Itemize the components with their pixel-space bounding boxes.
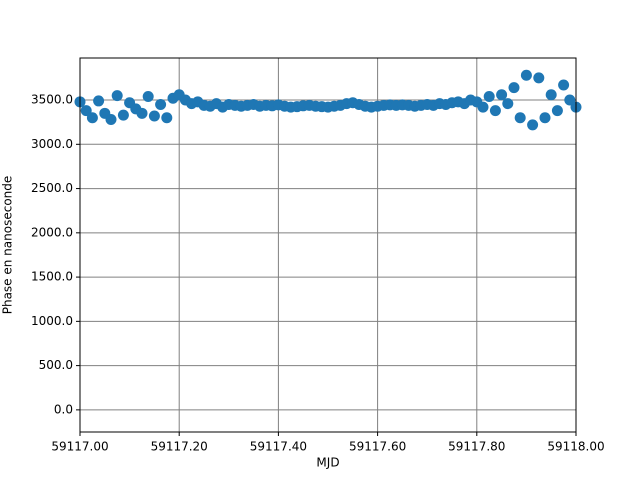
y-tick-label: 2000.0 — [31, 225, 73, 239]
point — [564, 94, 576, 106]
point — [93, 95, 105, 107]
y-axis-label: Phase en nanoseconde — [1, 176, 15, 315]
point — [136, 107, 148, 119]
point — [142, 91, 154, 103]
point — [489, 105, 501, 117]
y-tick-label: 3500.0 — [31, 93, 73, 107]
y-tick-label: 3000.0 — [31, 137, 73, 151]
y-tick-label: 2500.0 — [31, 181, 73, 195]
point — [508, 82, 520, 94]
x-tick-label: 59117.60 — [349, 440, 406, 454]
point — [80, 105, 92, 117]
y-tick-label: 0.0 — [54, 402, 73, 416]
point — [558, 79, 570, 91]
point — [520, 69, 532, 81]
x-tick-label: 59117.40 — [250, 440, 307, 454]
point — [111, 90, 123, 102]
y-tick-label: 1500.0 — [31, 270, 73, 284]
x-tick-label: 59117.00 — [51, 440, 108, 454]
point — [502, 98, 514, 110]
x-axis-label: MJD — [316, 456, 339, 470]
y-tick-label: 1000.0 — [31, 314, 73, 328]
point — [105, 114, 117, 126]
point — [545, 89, 557, 101]
point — [539, 112, 551, 124]
point — [483, 91, 495, 103]
point — [148, 110, 160, 122]
point — [496, 89, 508, 101]
point — [161, 112, 173, 124]
point — [117, 109, 129, 121]
point — [514, 112, 526, 124]
point — [477, 101, 489, 113]
x-tick-label: 59118.00 — [547, 440, 604, 454]
y-tick-label: 500.0 — [39, 358, 73, 372]
point — [527, 119, 539, 131]
plot-frame — [79, 57, 577, 433]
point — [551, 105, 563, 117]
point — [533, 72, 545, 84]
x-tick-label: 59117.20 — [151, 440, 208, 454]
point — [86, 112, 98, 124]
point — [155, 98, 167, 110]
x-tick-label: 59117.80 — [448, 440, 505, 454]
